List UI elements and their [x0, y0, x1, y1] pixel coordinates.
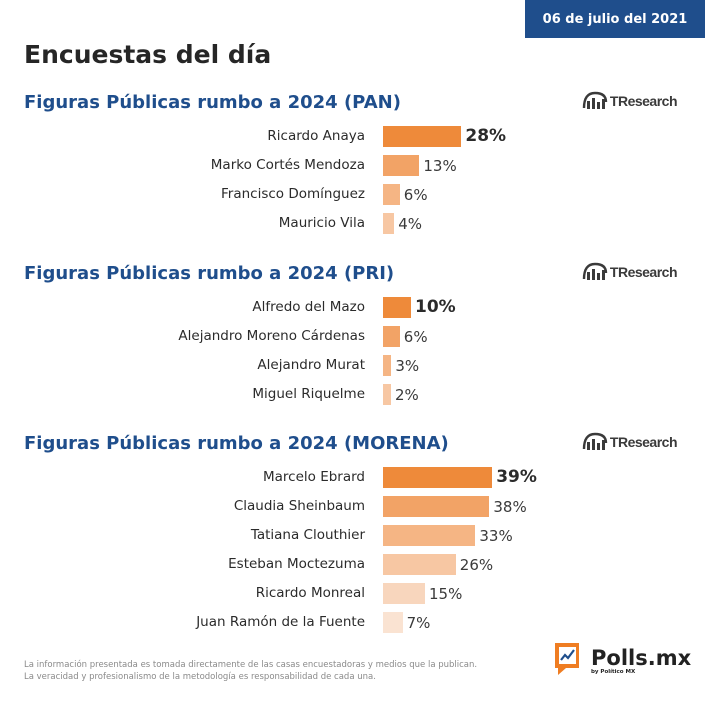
- bar-category-label: Tatiana Clouthier: [250, 527, 365, 543]
- tresearch-logo: TResearch: [582, 431, 678, 453]
- chart-section: Figuras Públicas rumbo a 2024 (MORENA) TR…: [0, 431, 705, 641]
- bar: [383, 525, 476, 546]
- tresearch-logo-icon: [582, 261, 608, 283]
- bar-category-label: Alfredo del Mazo: [252, 299, 365, 315]
- bar-category-label: Mauricio Vila: [278, 215, 365, 231]
- bar-row: Ricardo Anaya 28%: [0, 126, 705, 148]
- bar-category-label: Alejandro Moreno Cárdenas: [178, 328, 365, 344]
- bar-value-label: 7%: [406, 614, 431, 632]
- bar-category-label: Miguel Riquelme: [252, 386, 365, 402]
- tresearch-logo: TResearch: [582, 261, 678, 283]
- bar-category-label: Ricardo Anaya: [267, 128, 365, 144]
- bar-row: Esteban Moctezuma 26%: [0, 554, 705, 576]
- footer-note: La información presentada es tomada dire…: [24, 659, 524, 683]
- bar-row: Ricardo Monreal 15%: [0, 583, 705, 605]
- bar-category-label: Marko Cortés Mendoza: [210, 157, 365, 173]
- bar-value-label: 15%: [429, 585, 463, 603]
- footer-note-line-2: La veracidad y profesionalismo de la met…: [24, 672, 376, 682]
- bar-category-label: Marcelo Ebrard: [262, 469, 365, 485]
- bar-category-label: Francisco Domínguez: [221, 186, 365, 202]
- bar: [383, 184, 400, 205]
- chart-title: Figuras Públicas rumbo a 2024 (PRI): [24, 263, 395, 284]
- bar: [383, 554, 456, 575]
- bar-row: Alfredo del Mazo 10%: [0, 297, 705, 319]
- bar-value-label: 28%: [465, 126, 507, 146]
- tresearch-logo-text: TResearch: [609, 93, 678, 109]
- chart-title: Figuras Públicas rumbo a 2024 (MORENA): [24, 433, 449, 454]
- tresearch-logo-text: TResearch: [609, 434, 678, 450]
- bar: [383, 213, 395, 234]
- chart-section: Figuras Públicas rumbo a 2024 (PRI) TRese…: [0, 261, 705, 413]
- bar-category-label: Alejandro Murat: [257, 357, 365, 373]
- bar: [383, 384, 391, 405]
- date-badge: 06 de julio del 2021: [525, 0, 705, 38]
- chart-title: Figuras Públicas rumbo a 2024 (PAN): [24, 92, 401, 113]
- bar-row: Alejandro Murat 3%: [0, 355, 705, 377]
- bar-row: Marcelo Ebrard 39%: [0, 467, 705, 489]
- footer-note-line-1: La información presentada es tomada dire…: [24, 660, 478, 670]
- bar-category-label: Juan Ramón de la Fuente: [196, 614, 365, 630]
- bar: [383, 126, 462, 147]
- bar-value-label: 39%: [496, 467, 537, 487]
- bar-row: Claudia Sheinbaum 38%: [0, 496, 705, 518]
- bar: [383, 612, 403, 633]
- polls-chart-icon: [552, 640, 586, 682]
- bar-row: Mauricio Vila 4%: [0, 213, 705, 235]
- tresearch-logo-icon: [582, 90, 608, 112]
- bar-category-label: Esteban Moctezuma: [228, 556, 365, 572]
- bar-value-label: 6%: [403, 186, 428, 204]
- bar-category-label: Claudia Sheinbaum: [233, 498, 365, 514]
- bar-value-label: 13%: [423, 157, 457, 175]
- bar-row: Tatiana Clouthier 33%: [0, 525, 705, 547]
- bar-value-label: 3%: [395, 357, 420, 375]
- bar-value-label: 33%: [479, 527, 513, 545]
- bar-row: Miguel Riquelme 2%: [0, 384, 705, 406]
- page-title: Encuestas del día: [24, 40, 272, 69]
- bar-row: Francisco Domínguez 6%: [0, 184, 705, 206]
- bar: [383, 297, 411, 318]
- tresearch-logo-text: TResearch: [609, 264, 678, 280]
- bar-value-label: 6%: [403, 328, 428, 346]
- bar-value-label: 10%: [415, 297, 456, 317]
- tresearch-logo: TResearch: [582, 90, 678, 112]
- bar-row: Juan Ramón de la Fuente 7%: [0, 612, 705, 634]
- bar-value-label: 26%: [459, 556, 494, 574]
- brand-name: Polls.mx: [591, 645, 692, 670]
- bar: [383, 467, 493, 488]
- bar: [383, 496, 490, 517]
- bar-category-label: Ricardo Monreal: [255, 585, 365, 601]
- bar-row: Marko Cortés Mendoza 13%: [0, 155, 705, 177]
- bar-value-label: 38%: [493, 498, 527, 516]
- bar: [383, 583, 425, 604]
- bar: [383, 355, 392, 376]
- bar: [383, 326, 400, 347]
- bar-row: Alejandro Moreno Cárdenas 6%: [0, 326, 705, 348]
- polls-mx-brand: Polls.mx by Político MX: [552, 640, 691, 682]
- chart-section: Figuras Públicas rumbo a 2024 (PAN) TRese…: [0, 90, 705, 242]
- tresearch-logo-icon: [582, 431, 608, 453]
- bar: [383, 155, 420, 176]
- brand-sub: by Político MX: [591, 668, 636, 675]
- bar-value-label: 4%: [398, 215, 422, 233]
- bar-value-label: 2%: [395, 386, 419, 404]
